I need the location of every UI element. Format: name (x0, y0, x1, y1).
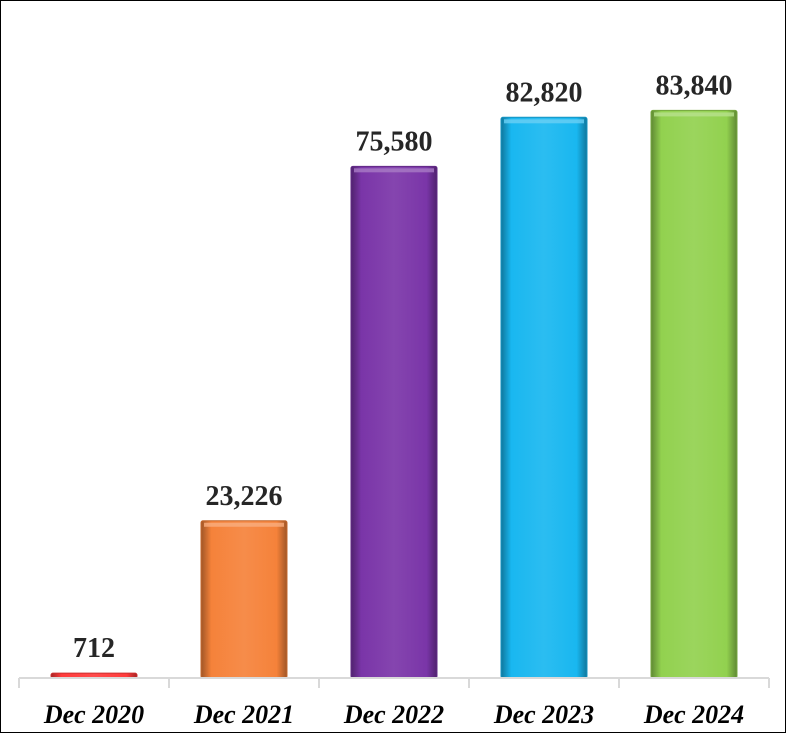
bar-dec-2022 (350, 165, 438, 679)
data-label: 23,226 (206, 481, 283, 512)
data-label: 82,820 (506, 77, 583, 108)
bar-top-bevel (654, 112, 734, 117)
x-tick-label: Dec 2021 (193, 700, 294, 729)
data-label: 83,840 (656, 70, 733, 101)
x-axis (18, 677, 770, 688)
bar-top-bevel (354, 168, 434, 173)
data-label: 712 (73, 633, 115, 664)
x-tick-label: Dec 2023 (493, 700, 594, 729)
bar-top-bevel (504, 119, 584, 124)
bars-layer (50, 109, 738, 679)
bar-top-bevel (204, 522, 284, 527)
x-tick-label: Dec 2022 (343, 700, 444, 729)
x-tick-label: Dec 2024 (643, 700, 744, 729)
bar-dec-2021 (200, 520, 288, 679)
data-label: 75,580 (356, 126, 433, 157)
x-tick-label: Dec 2020 (43, 700, 144, 729)
bar-dec-2023 (500, 116, 588, 679)
labels-layer: 712 Dec 2020 23,226 Dec 2021 75,580 Dec 2022 8… (43, 70, 744, 729)
bar-dec-2024 (650, 109, 738, 679)
